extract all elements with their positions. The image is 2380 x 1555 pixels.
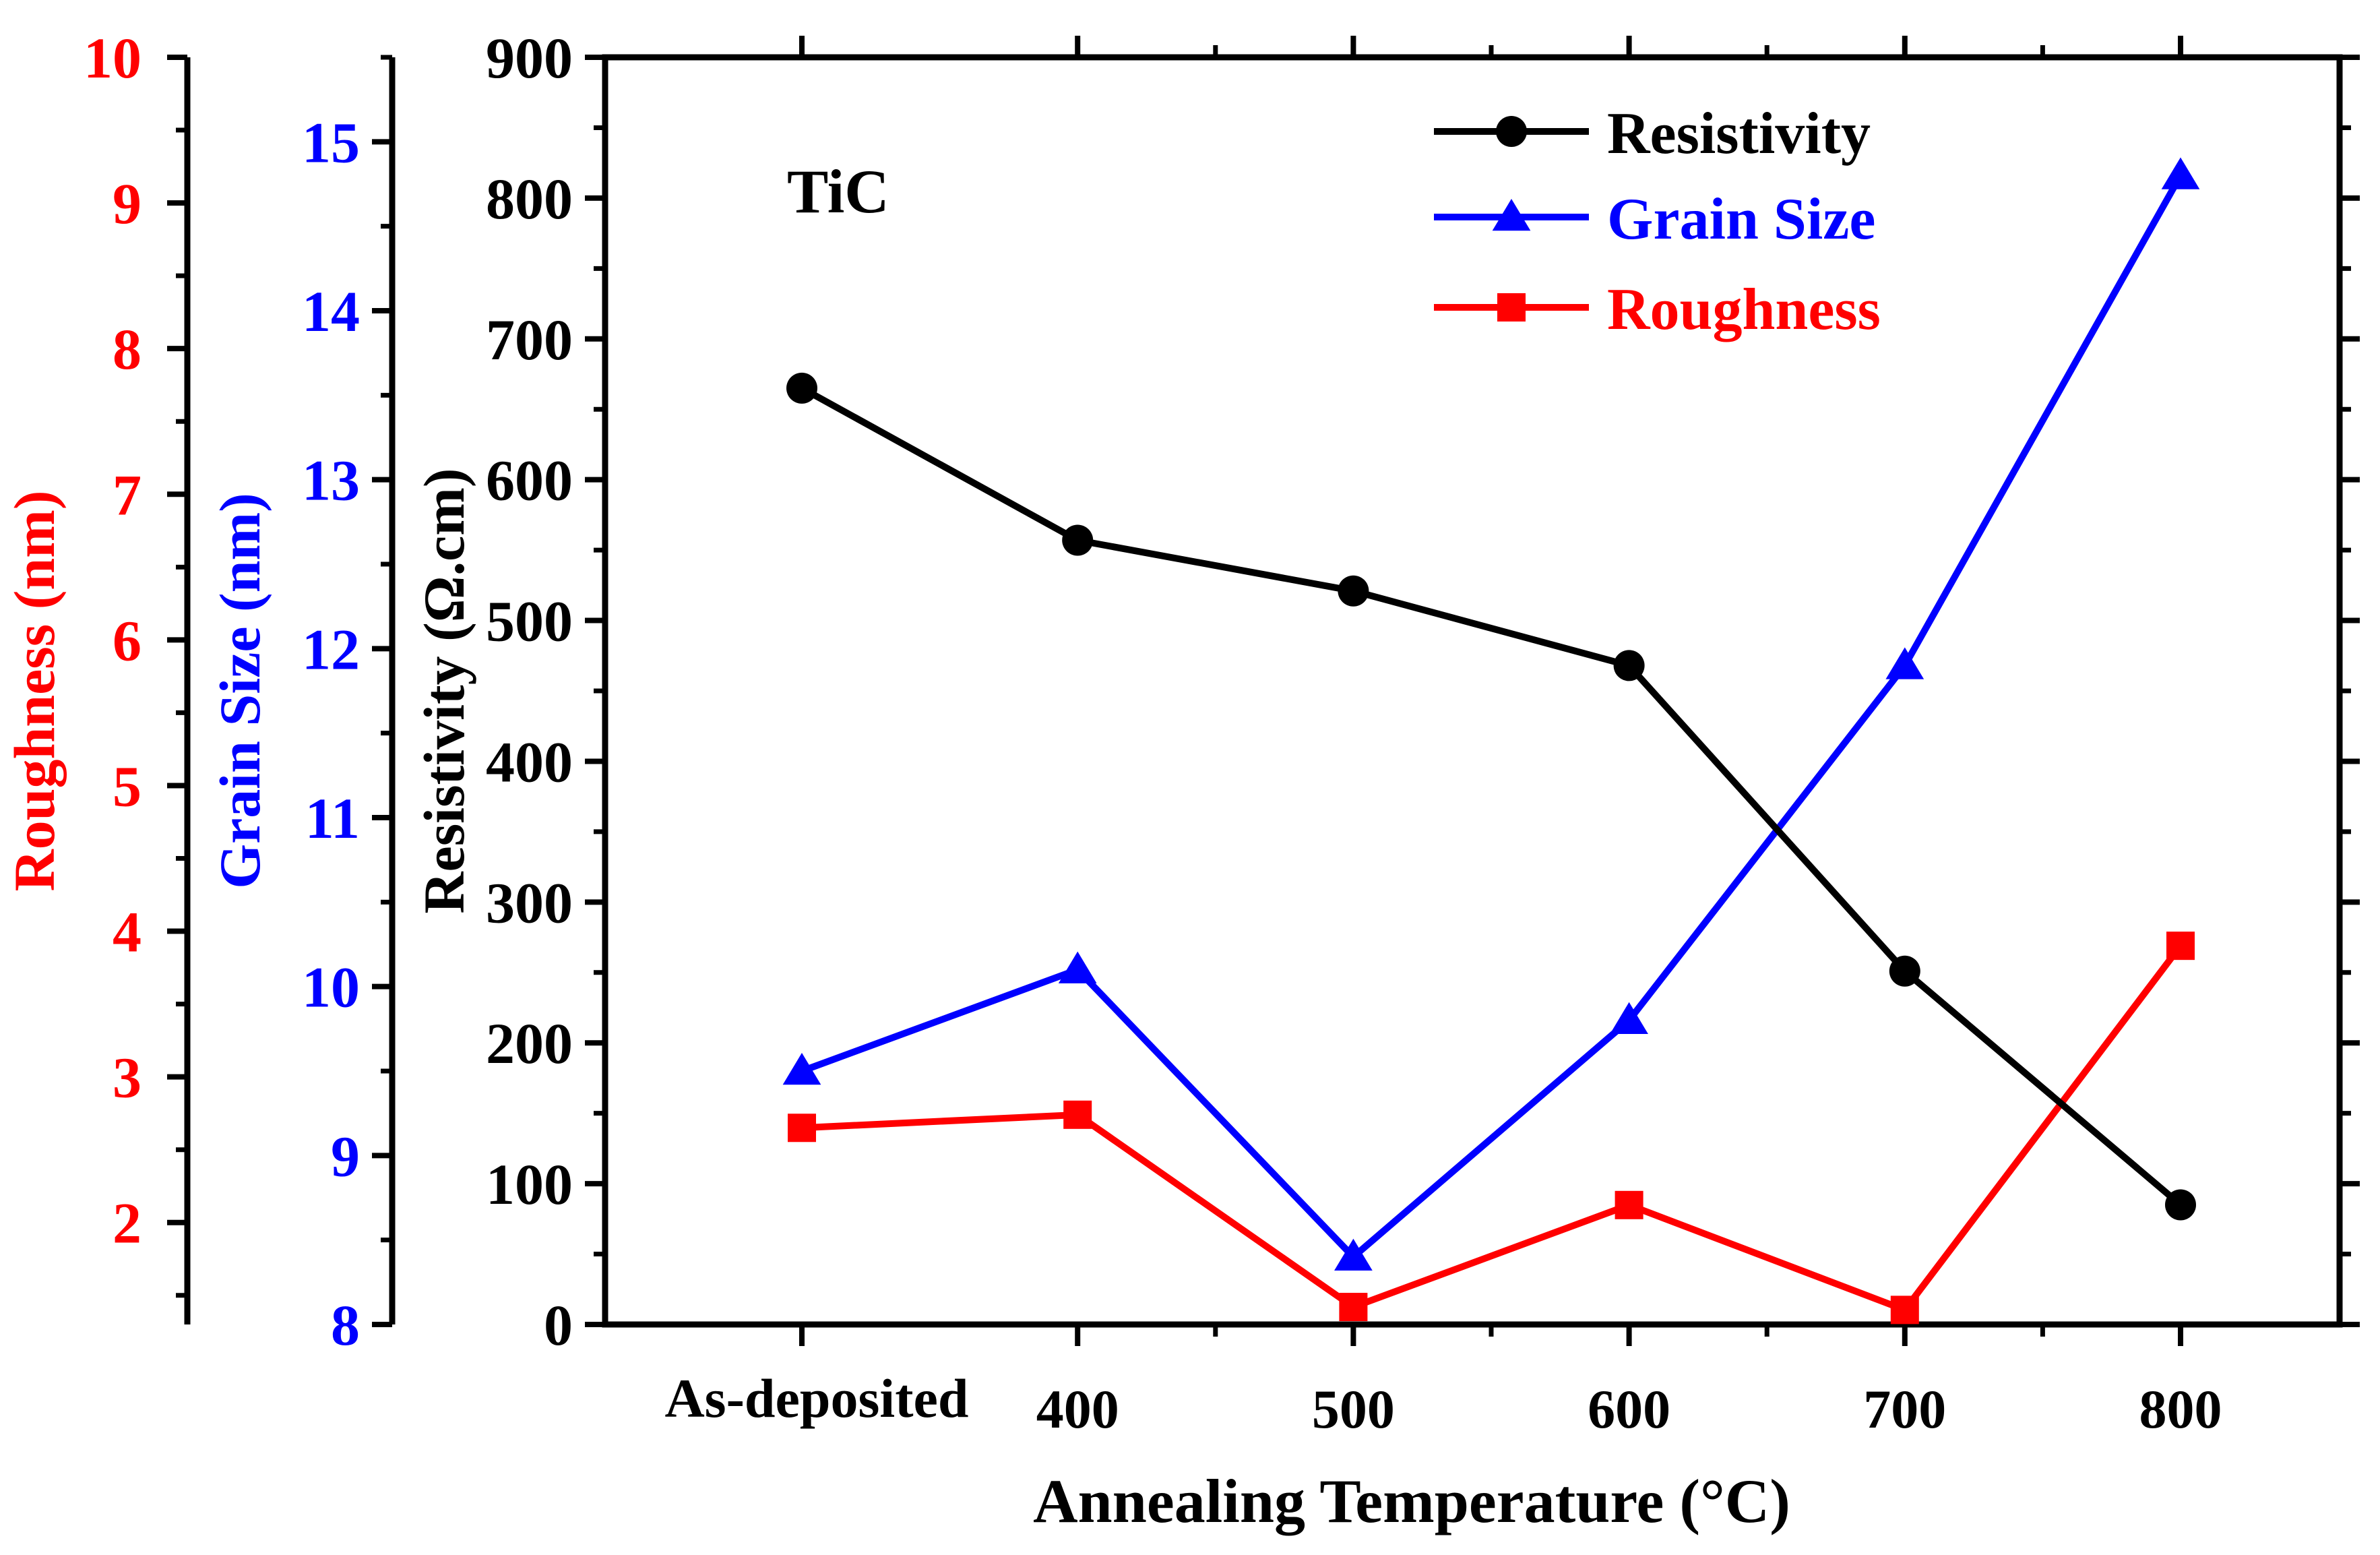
resistivity-tick-label: 300 bbox=[486, 870, 573, 935]
grain-size-point bbox=[1334, 1238, 1373, 1271]
resistivity-tick-label: 800 bbox=[486, 166, 573, 231]
grain-size-point bbox=[782, 1053, 821, 1085]
resistivity-tick-label: 400 bbox=[486, 729, 573, 794]
series-layer bbox=[782, 157, 2200, 1324]
resistivity-axis-label: Resistivity (Ω.cm) bbox=[412, 468, 476, 913]
grain-size-tick-label: 12 bbox=[302, 617, 360, 681]
roughness-tick-label: 5 bbox=[113, 754, 142, 818]
grain-size-tick-label: 10 bbox=[302, 955, 360, 1020]
legend-roughness-marker bbox=[1497, 293, 1526, 322]
grain-size-point bbox=[2161, 157, 2200, 189]
grain-size-tick-label: 9 bbox=[331, 1124, 360, 1188]
x-tick-label: 700 bbox=[1863, 1378, 1946, 1440]
resistivity-tick-label: 0 bbox=[544, 1293, 573, 1358]
roughness-tick-label: 4 bbox=[113, 900, 142, 965]
resistivity-point bbox=[1062, 524, 1094, 556]
legend-resistivity-marker bbox=[1496, 116, 1527, 147]
resistivity-tick-label: 200 bbox=[486, 1011, 573, 1076]
x-tick-label: 800 bbox=[2139, 1378, 2222, 1440]
axes-layer: 0 100 200 300 400 500 600 700 800 900 Resistivity … bbox=[2, 26, 2360, 1535]
roughness-tick-label: 10 bbox=[84, 26, 142, 90]
grain-size-point bbox=[1058, 951, 1097, 983]
resistivity-point bbox=[1338, 575, 1369, 607]
grain-size-axis-label: Grain Size (nm) bbox=[208, 493, 272, 889]
grain-size-tick-label: 13 bbox=[302, 448, 360, 513]
resistivity-tick-label: 900 bbox=[486, 26, 573, 90]
x-tick-label: 500 bbox=[1312, 1378, 1395, 1440]
resistivity-point bbox=[786, 372, 817, 404]
resistivity-tick-label: 100 bbox=[486, 1152, 573, 1217]
resistivity-point bbox=[1889, 955, 1920, 987]
legend-resistivity-label: Resistivity bbox=[1607, 101, 1871, 166]
resistivity-point bbox=[2165, 1189, 2196, 1221]
legend-grain-size-marker bbox=[1492, 199, 1531, 231]
roughness-point bbox=[788, 1114, 816, 1142]
roughness-point bbox=[1339, 1293, 1368, 1322]
grain-size-line bbox=[801, 174, 2184, 1260]
x-tick-label: 600 bbox=[1588, 1378, 1670, 1440]
resistivity-tick-label: 500 bbox=[486, 589, 573, 654]
grain-size-point bbox=[1885, 647, 1924, 679]
grain-size-tick-label: 14 bbox=[302, 279, 360, 344]
roughness-point bbox=[1890, 1295, 1919, 1324]
x-tick-label: 400 bbox=[1036, 1378, 1119, 1440]
legend-roughness-label: Roughness bbox=[1607, 277, 1881, 342]
roughness-tick-label: 2 bbox=[113, 1191, 142, 1256]
roughness-point bbox=[1063, 1100, 1092, 1129]
legend: Resistivity Grain Size Roughness bbox=[1434, 101, 1881, 342]
grain-size-point bbox=[1610, 1002, 1648, 1035]
roughness-axis-label: Roughness (nm) bbox=[2, 491, 67, 892]
annotation-label: TiC bbox=[787, 157, 889, 226]
grain-size-tick-label: 15 bbox=[302, 110, 360, 175]
roughness-tick-label: 8 bbox=[113, 317, 142, 382]
resistivity-line bbox=[800, 385, 2183, 1208]
grain-size-tick-label: 11 bbox=[305, 786, 360, 851]
grain-size-tick-label: 8 bbox=[331, 1293, 360, 1358]
roughness-line bbox=[801, 944, 2183, 1314]
x-tick-label: As-deposited bbox=[664, 1368, 968, 1429]
plot-frame bbox=[602, 54, 2343, 1328]
resistivity-tick-label: 600 bbox=[486, 448, 573, 513]
x-axis-label: Annealing Temperature (°C) bbox=[1033, 1467, 1790, 1535]
legend-grain-size-label: Grain Size bbox=[1607, 187, 1875, 252]
roughness-tick-label: 9 bbox=[113, 171, 142, 236]
resistivity-tick-label: 700 bbox=[486, 307, 573, 372]
resistivity-point bbox=[1613, 650, 1645, 681]
roughness-tick-label: 7 bbox=[113, 462, 142, 527]
roughness-point bbox=[1615, 1190, 1643, 1219]
roughness-tick-label: 3 bbox=[113, 1045, 142, 1110]
roughness-tick-label: 6 bbox=[113, 608, 142, 673]
roughness-point bbox=[2166, 932, 2195, 961]
